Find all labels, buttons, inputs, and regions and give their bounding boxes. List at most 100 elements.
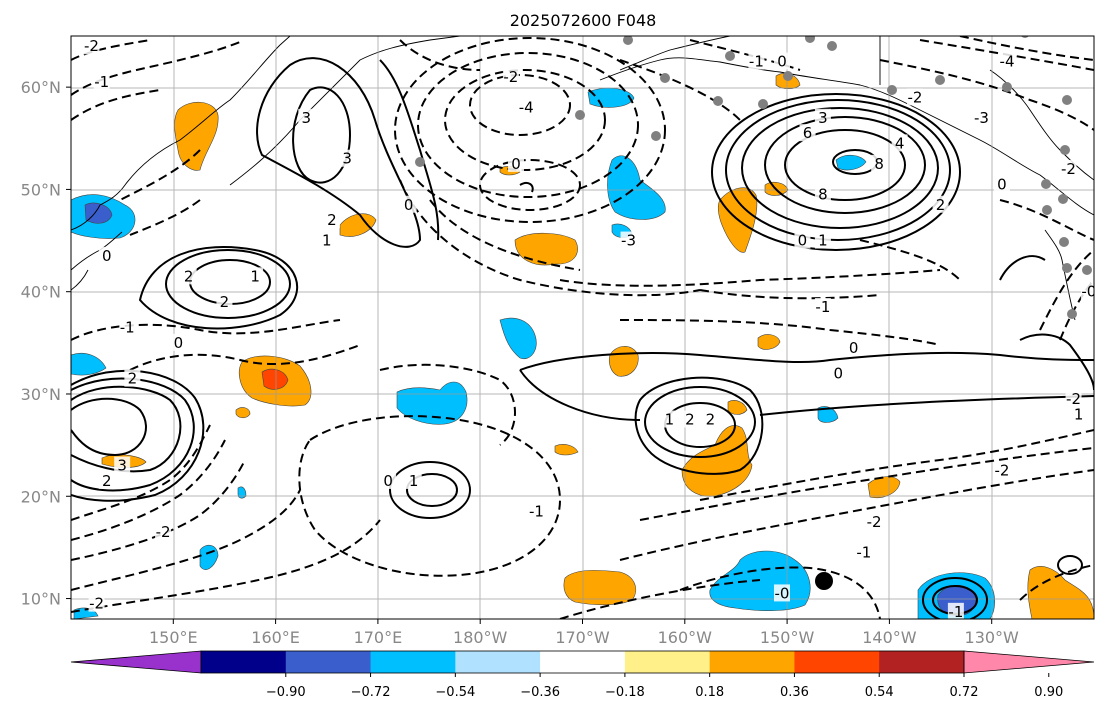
contour-label-bg — [339, 149, 356, 167]
contour-label-bg — [748, 52, 765, 70]
contour-line — [406, 473, 458, 507]
contour-label-bg — [93, 73, 110, 91]
contour-label-bg — [993, 175, 1010, 193]
contour-line — [71, 89, 161, 121]
contour-label: -2 — [907, 88, 922, 106]
station-marker — [1041, 179, 1051, 189]
contour-label-bg — [155, 523, 172, 541]
contour-line — [399, 39, 481, 71]
contour-label-bg — [1060, 159, 1077, 177]
shaded-patch-positive — [727, 400, 748, 415]
contour-label-bg — [814, 231, 831, 249]
contour-line — [138, 246, 299, 330]
contour-label: -1 — [815, 298, 830, 316]
map-title: 2025072600 F048 — [510, 11, 657, 30]
contour-label-bg — [891, 134, 908, 152]
colorbar-tick-label: −0.72 — [351, 685, 391, 700]
station-marker — [815, 572, 833, 590]
contour-label-bg — [400, 195, 417, 213]
longitude-tick-labels: 150°E 160°E 170°E 180°W 170°W 160°W 150°W 140°W… — [149, 619, 1019, 647]
contour-label: 1 — [1074, 405, 1084, 423]
contour-label: 3 — [342, 150, 352, 168]
contour-line — [879, 59, 1094, 131]
station-marker — [660, 73, 670, 83]
contour-label-bg — [298, 108, 315, 126]
contour-label: 1 — [250, 267, 260, 285]
contour-line — [699, 289, 881, 300]
contour-label-bg — [866, 512, 883, 530]
lon-tick-label: 150°W — [760, 628, 815, 647]
contour-line — [711, 93, 961, 251]
contour-line — [634, 376, 764, 475]
colorbar-tick-label: 0.18 — [695, 685, 724, 700]
lat-tick-label: 20°N — [21, 487, 61, 506]
colorbar-tick-label: −0.54 — [435, 685, 475, 700]
colorbar-tick-label: 0.90 — [1034, 685, 1063, 700]
contour-label: 2 — [327, 211, 337, 229]
contour-label: 8 — [818, 186, 828, 204]
contour-label: 2 — [936, 196, 946, 214]
colorbar-frame — [200, 650, 965, 674]
contour-line — [429, 199, 581, 271]
contour-line — [679, 566, 881, 619]
contour-line — [399, 179, 701, 297]
contour-line — [379, 363, 516, 446]
lat-tick-label: 60°N — [21, 78, 61, 97]
lat-tick-label: 10°N — [21, 590, 61, 609]
contour-label-bg — [973, 108, 990, 126]
contour-line — [71, 519, 381, 613]
contour-label: 2 — [706, 411, 716, 429]
contour-label: -1 — [120, 319, 135, 337]
colorbar-segment — [201, 651, 287, 673]
contour-label-bg — [124, 369, 141, 387]
contour-label-bg — [932, 195, 949, 213]
contour-label: 1 — [409, 472, 419, 490]
contour-label-bg — [814, 108, 831, 126]
contour-label-bg — [98, 471, 115, 489]
contour-line — [619, 469, 1094, 561]
contour-line — [469, 74, 571, 136]
contour-line — [1039, 249, 1094, 331]
contour-label: -2 — [156, 523, 171, 541]
colorbar-segment — [794, 651, 880, 673]
contour-line — [644, 386, 756, 458]
contour-line — [764, 116, 926, 214]
shaded-patch-positive — [261, 368, 289, 390]
contour-label-bg — [993, 461, 1010, 479]
station-marker — [1067, 309, 1077, 319]
colorbar-tick-label: −0.18 — [605, 685, 645, 700]
lon-tick-label: 160°E — [251, 628, 300, 647]
contour-line — [859, 239, 961, 281]
contour-label: -1 — [948, 603, 963, 621]
station-marker — [887, 85, 897, 95]
shaded-patch-negative — [71, 352, 107, 376]
contour-line — [129, 199, 201, 236]
contour-line — [1059, 279, 1094, 341]
contour-line — [71, 459, 246, 561]
contour-label: 8 — [874, 155, 884, 173]
shaded-patch-negative — [84, 202, 113, 224]
colorbar-extend-high — [963, 650, 1095, 674]
contour-line — [519, 369, 641, 421]
colorbar-tick-labels: −0.90 −0.72 −0.54 −0.36 −0.18 0.18 0.36 0.54 0.7… — [266, 673, 1063, 700]
contour-line — [699, 429, 1094, 501]
contour-line — [71, 424, 211, 521]
shaded-patch-positive — [554, 444, 579, 456]
shaded-patch-negative — [817, 406, 839, 423]
station-marker — [827, 41, 837, 51]
contour-label-bg — [1080, 282, 1094, 300]
contour-label: 2 — [128, 370, 138, 388]
contour-label-bg — [681, 410, 698, 428]
colorbar-tick-label: −0.36 — [520, 685, 560, 700]
shaded-patch-positive — [1027, 566, 1094, 619]
contour-line — [479, 159, 581, 211]
lon-tick-label: 180°W — [453, 628, 508, 647]
contour-label-bg — [814, 185, 831, 203]
shaded-patch-negative — [499, 317, 537, 360]
contour-label-bg — [799, 124, 816, 142]
contour-line — [784, 129, 906, 201]
contour-line — [165, 249, 291, 319]
contour-label: -4 — [1000, 53, 1015, 71]
